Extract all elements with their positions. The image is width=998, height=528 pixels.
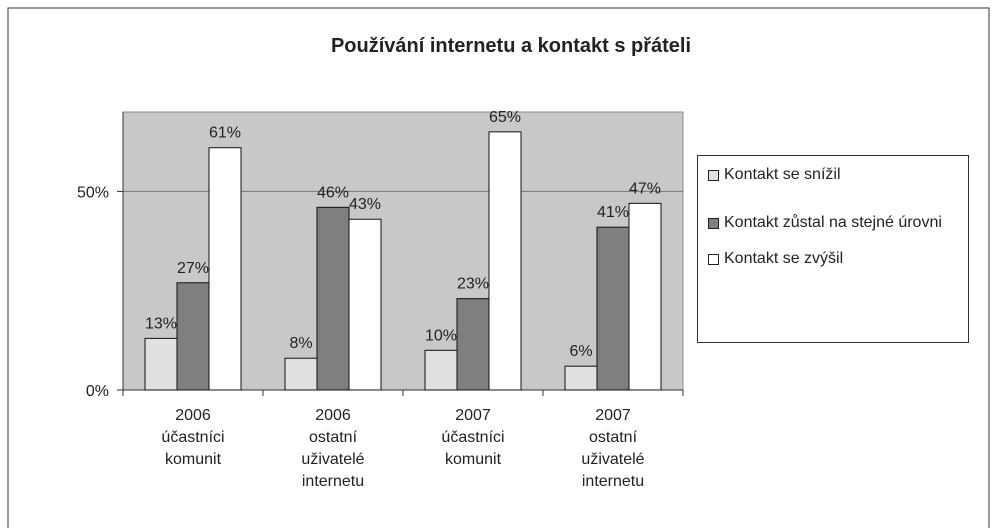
value-label: 8% bbox=[289, 335, 312, 352]
bar bbox=[628, 202, 662, 391]
legend-label: Kontakt se zvýšil bbox=[724, 250, 844, 267]
x-tick-label: účastníci bbox=[441, 429, 504, 446]
value-label: 46% bbox=[317, 184, 349, 201]
value-label: 65% bbox=[489, 109, 521, 126]
value-label: 61% bbox=[209, 125, 241, 142]
x-tick-label: internetu bbox=[302, 473, 364, 490]
x-tick-label: uživatelé bbox=[301, 451, 364, 468]
legend-swatch bbox=[708, 218, 719, 229]
legend-swatch bbox=[708, 254, 719, 265]
bar bbox=[488, 131, 522, 391]
bar bbox=[456, 298, 490, 391]
legend-swatch bbox=[708, 170, 719, 181]
value-label: 43% bbox=[349, 196, 381, 213]
bar bbox=[208, 147, 242, 391]
x-tick-label: komunit bbox=[165, 451, 222, 468]
y-tick-label: 0% bbox=[86, 383, 109, 400]
x-tick-label: účastníci bbox=[161, 429, 224, 446]
legend-item: Kontakt se snížil bbox=[708, 164, 960, 186]
x-tick-label: 2006 bbox=[315, 407, 351, 424]
bar bbox=[424, 349, 458, 391]
x-tick-label: ostatní bbox=[589, 429, 638, 446]
value-label: 10% bbox=[425, 327, 457, 344]
bar bbox=[348, 218, 382, 391]
bar bbox=[284, 357, 318, 391]
y-tick-label: 50% bbox=[77, 184, 109, 201]
legend: Kontakt se snížil Kontakt zůstal na stejn… bbox=[697, 155, 969, 343]
bar bbox=[316, 206, 350, 391]
bar bbox=[176, 282, 210, 391]
x-tick-label: komunit bbox=[445, 451, 502, 468]
x-tick-label: ostatní bbox=[309, 429, 358, 446]
legend-item: Kontakt zůstal na stejné úrovni bbox=[708, 212, 960, 234]
legend-item: Kontakt se zvýšil bbox=[708, 248, 960, 270]
bar bbox=[564, 365, 598, 391]
value-label: 47% bbox=[629, 180, 661, 197]
value-label: 23% bbox=[457, 276, 489, 293]
x-tick-label: internetu bbox=[582, 473, 644, 490]
x-tick-label: uživatelé bbox=[581, 451, 644, 468]
x-tick-label: 2007 bbox=[455, 407, 491, 424]
value-label: 6% bbox=[569, 343, 592, 360]
value-label: 27% bbox=[177, 260, 209, 277]
x-tick-label: 2007 bbox=[595, 407, 631, 424]
value-label: 13% bbox=[145, 315, 177, 332]
legend-label: Kontakt se snížil bbox=[724, 166, 841, 183]
bar bbox=[144, 337, 178, 391]
x-tick-label: 2006 bbox=[175, 407, 211, 424]
legend-label: Kontakt zůstal na stejné úrovni bbox=[724, 214, 942, 231]
value-label: 41% bbox=[597, 204, 629, 221]
bar bbox=[596, 226, 630, 391]
chart-title: Používání internetu a kontakt s přáteli bbox=[331, 35, 691, 57]
